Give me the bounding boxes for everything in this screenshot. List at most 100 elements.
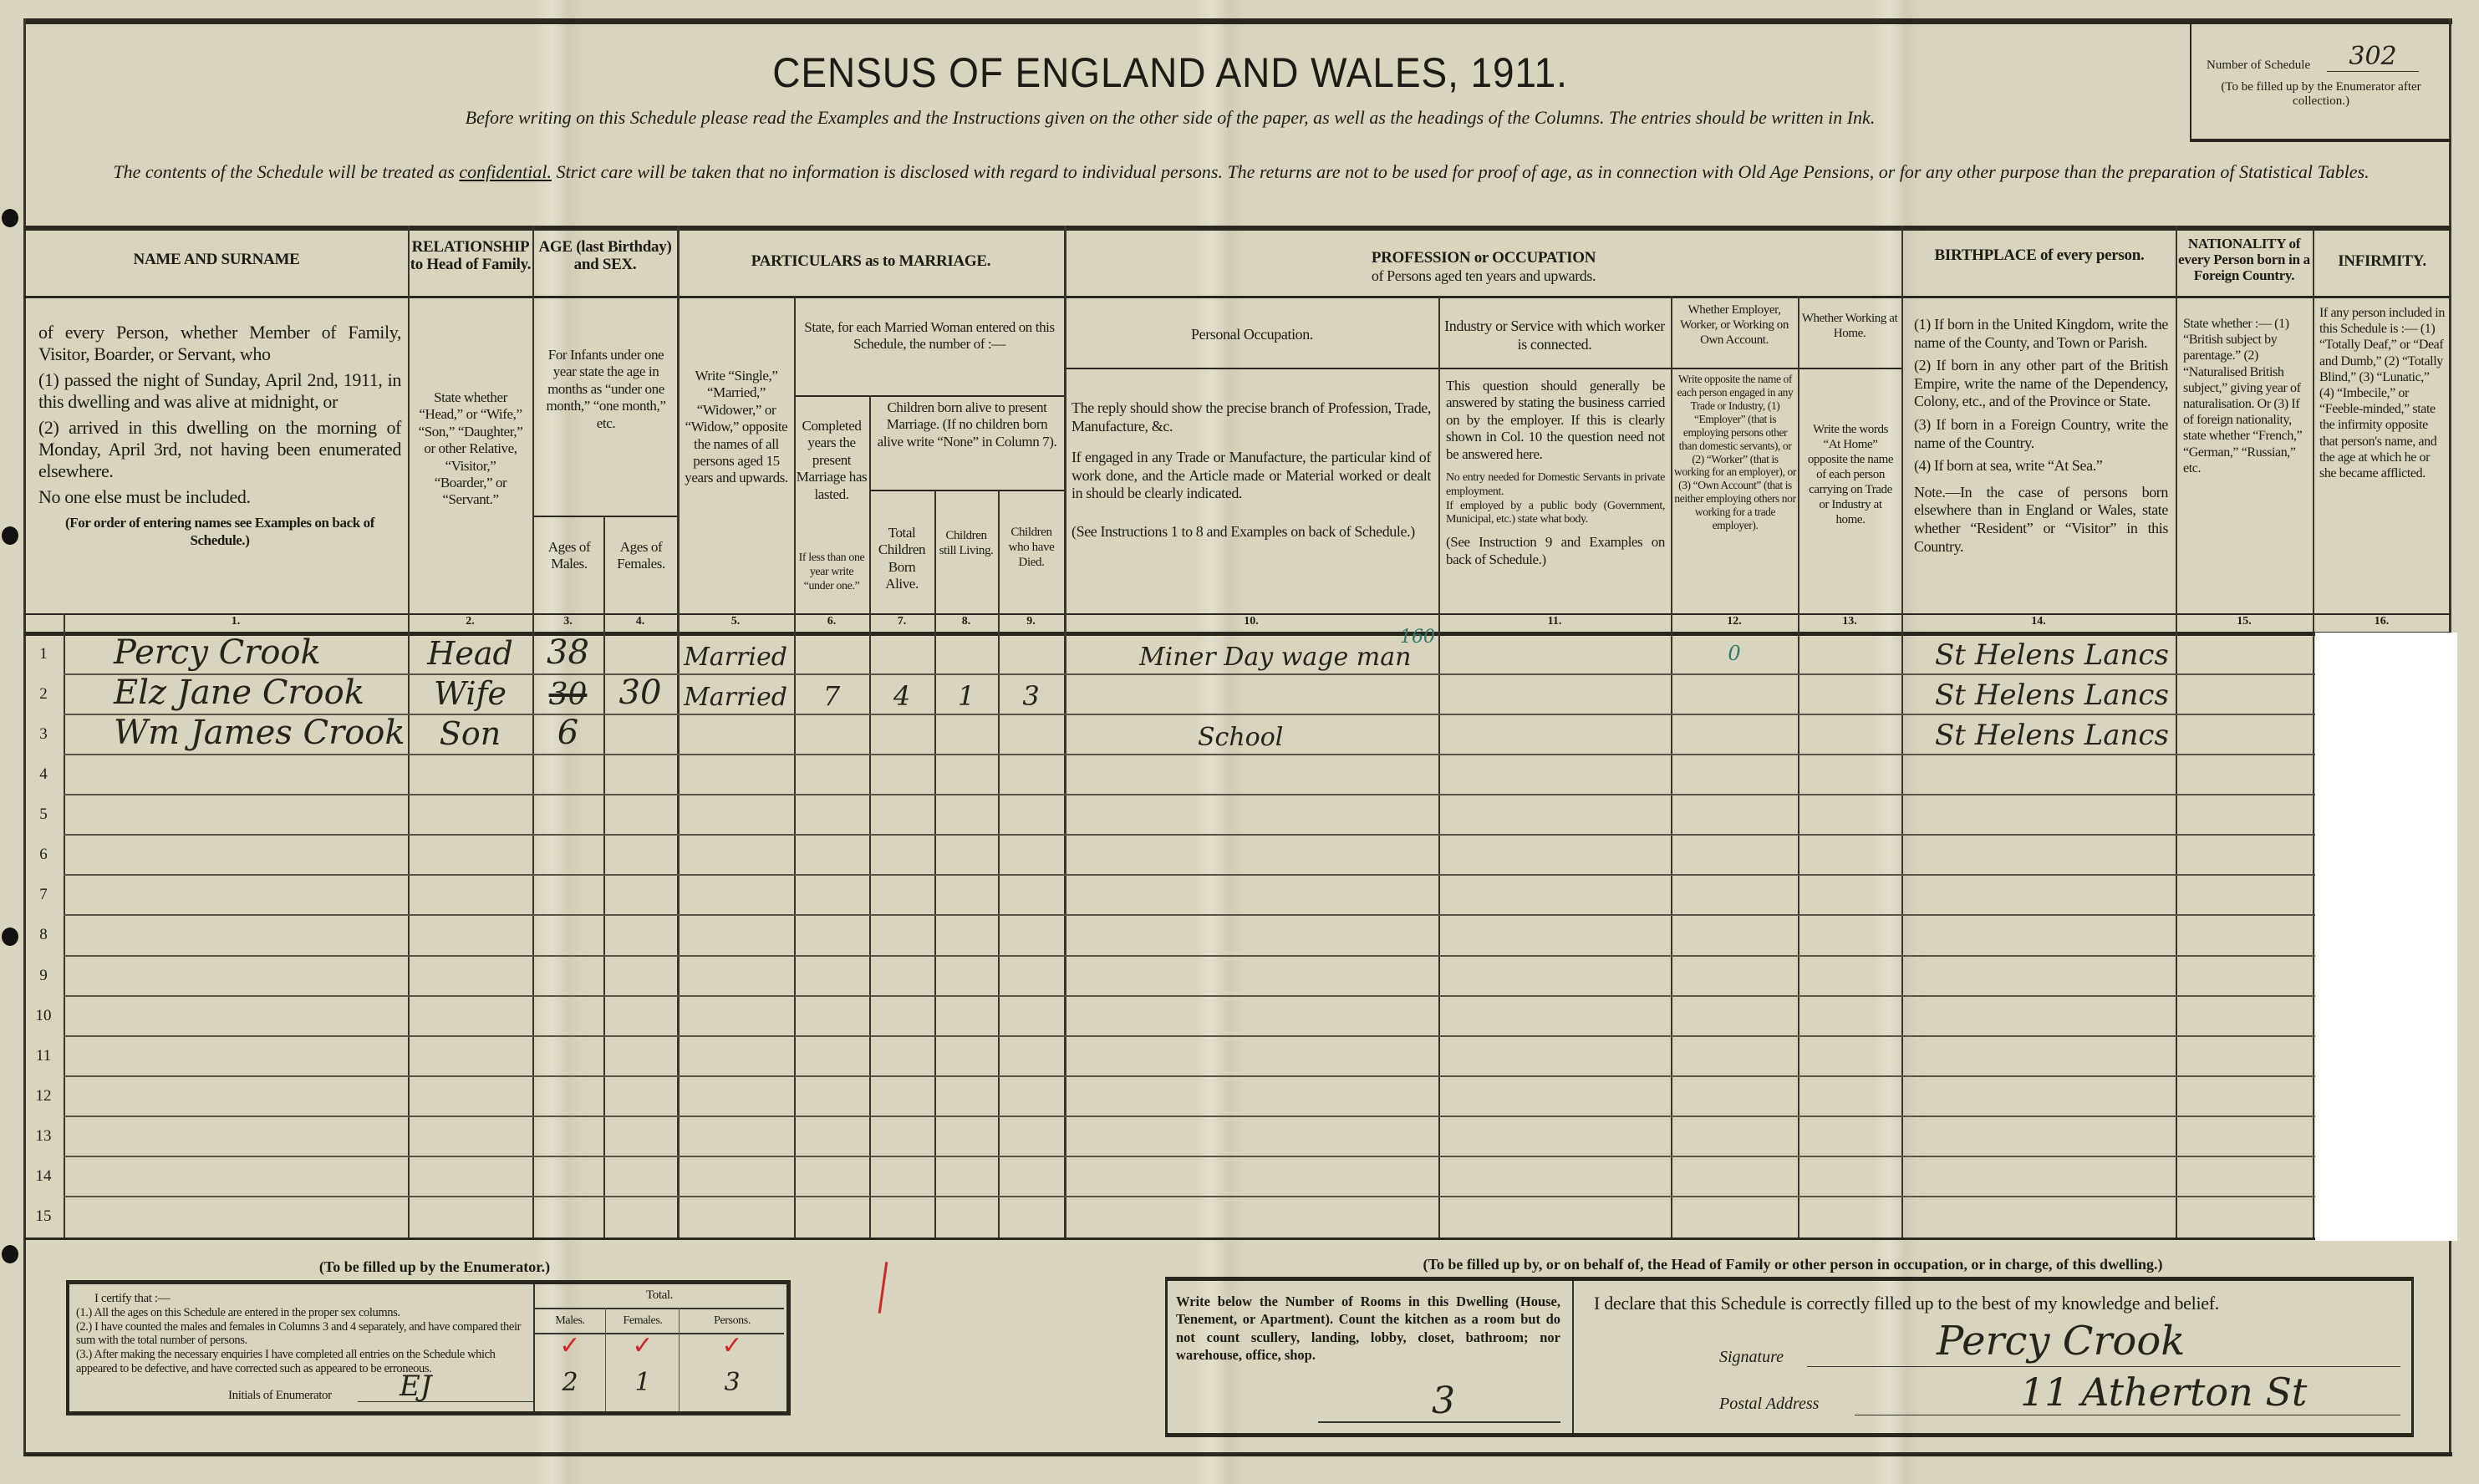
cell-relation[interactable]: Wife (433, 675, 507, 713)
cell-died[interactable] (998, 635, 1064, 672)
cell-age-m[interactable] (532, 876, 603, 912)
cell-name[interactable] (64, 1037, 408, 1074)
cell-age-m[interactable] (532, 997, 603, 1034)
cell-living[interactable] (934, 755, 998, 792)
cell-age-m[interactable] (532, 916, 603, 953)
cell-home[interactable] (1798, 795, 1901, 832)
cell-occupation[interactable] (1064, 997, 1438, 1034)
cell-condition[interactable]: Married (684, 683, 787, 713)
cell-home[interactable] (1798, 916, 1901, 953)
cell-occupation[interactable] (1064, 1197, 1438, 1234)
cell-name[interactable] (64, 755, 408, 792)
cell-nationality[interactable] (2176, 997, 2313, 1034)
cell-born[interactable] (869, 795, 934, 832)
cell-relation[interactable] (408, 916, 532, 953)
cell-relation[interactable] (408, 1117, 532, 1154)
cell-condition[interactable] (677, 1157, 794, 1194)
cell-age-f[interactable] (603, 1157, 677, 1194)
cell-relation[interactable] (408, 1197, 532, 1234)
cell-age-m[interactable] (532, 836, 603, 872)
cell-age-m[interactable] (532, 1117, 603, 1154)
cell-years[interactable] (794, 1197, 869, 1234)
cell-name[interactable] (64, 876, 408, 912)
cell-name[interactable] (64, 997, 408, 1034)
cell-birthplace[interactable] (1901, 795, 2176, 832)
cell-relation[interactable] (408, 1157, 532, 1194)
cell-name[interactable] (64, 1117, 408, 1154)
cell-relation[interactable]: Head (427, 635, 513, 673)
cell-birthplace[interactable] (1901, 1077, 2176, 1114)
cell-home[interactable] (1798, 1197, 1901, 1234)
cell-relation[interactable] (408, 836, 532, 872)
cell-birthplace[interactable] (1901, 1197, 2176, 1234)
cell-employment[interactable] (1671, 1117, 1798, 1154)
cell-birthplace[interactable] (1901, 755, 2176, 792)
cell-employment[interactable] (1671, 755, 1798, 792)
cell-occupation[interactable] (1064, 795, 1438, 832)
cell-age-f[interactable] (603, 715, 677, 752)
cell-age-f[interactable] (603, 1077, 677, 1114)
cell-living[interactable] (934, 1197, 998, 1234)
cell-died[interactable] (998, 1117, 1064, 1154)
cell-age-f[interactable] (603, 635, 677, 672)
cell-condition[interactable] (677, 755, 794, 792)
cell-age-f[interactable] (603, 795, 677, 832)
cell-occupation[interactable] (1064, 1117, 1438, 1154)
cell-died[interactable] (998, 997, 1064, 1034)
cell-name[interactable] (64, 1077, 408, 1114)
cell-name[interactable] (64, 1157, 408, 1194)
cell-industry[interactable] (1438, 755, 1671, 792)
cell-employment[interactable] (1671, 675, 1798, 712)
cell-birthplace[interactable] (1901, 997, 2176, 1034)
cell-nationality[interactable] (2176, 1037, 2313, 1074)
cell-died[interactable]: 3 (1022, 680, 1040, 713)
cell-nationality[interactable] (2176, 795, 2313, 832)
cell-age-f[interactable] (603, 836, 677, 872)
cell-born[interactable] (869, 1157, 934, 1194)
cell-employment[interactable] (1671, 1197, 1798, 1234)
cell-condition[interactable]: Married (684, 643, 787, 673)
cell-birthplace[interactable] (1901, 1037, 2176, 1074)
cell-born[interactable]: 4 (893, 680, 911, 713)
cell-employment[interactable] (1671, 836, 1798, 872)
cell-died[interactable] (998, 1037, 1064, 1074)
cell-living[interactable] (934, 1077, 998, 1114)
cell-home[interactable] (1798, 1037, 1901, 1074)
cell-years[interactable] (794, 957, 869, 994)
cell-nationality[interactable] (2176, 635, 2313, 672)
cell-employment[interactable] (1671, 1157, 1798, 1194)
cell-home[interactable] (1798, 635, 1901, 672)
cell-employment[interactable] (1671, 957, 1798, 994)
cell-industry[interactable] (1438, 795, 1671, 832)
cell-birthplace[interactable]: St Helens Lancs (1935, 719, 2169, 753)
cell-living[interactable] (934, 795, 998, 832)
cell-relation[interactable] (408, 795, 532, 832)
cell-home[interactable] (1798, 997, 1901, 1034)
cell-occupation[interactable] (1064, 1077, 1438, 1114)
cell-living[interactable] (934, 957, 998, 994)
cell-years[interactable] (794, 1077, 869, 1114)
cell-industry[interactable] (1438, 675, 1671, 712)
cell-years[interactable] (794, 997, 869, 1034)
cell-industry[interactable] (1438, 1117, 1671, 1154)
cell-relation[interactable] (408, 876, 532, 912)
cell-condition[interactable] (677, 715, 794, 752)
cell-industry[interactable] (1438, 1077, 1671, 1114)
cell-birthplace[interactable]: St Helens Lancs (1935, 638, 2169, 673)
cell-living[interactable] (934, 715, 998, 752)
cell-born[interactable] (869, 635, 934, 672)
cell-birthplace[interactable] (1901, 1157, 2176, 1194)
cell-years[interactable] (794, 1037, 869, 1074)
cell-years[interactable] (794, 1157, 869, 1194)
cell-years[interactable] (794, 876, 869, 912)
cell-birthplace[interactable] (1901, 916, 2176, 953)
cell-occupation[interactable]: School (1198, 723, 1284, 753)
cell-age-m[interactable]: 38 (547, 633, 589, 673)
cell-died[interactable] (998, 876, 1064, 912)
cell-home[interactable] (1798, 755, 1901, 792)
cell-home[interactable] (1798, 675, 1901, 712)
cell-name[interactable]: Wm James Crook (114, 714, 405, 753)
cell-died[interactable] (998, 755, 1064, 792)
cell-living[interactable]: 1 (957, 680, 975, 713)
cell-age-f[interactable]: 30 (618, 673, 662, 713)
